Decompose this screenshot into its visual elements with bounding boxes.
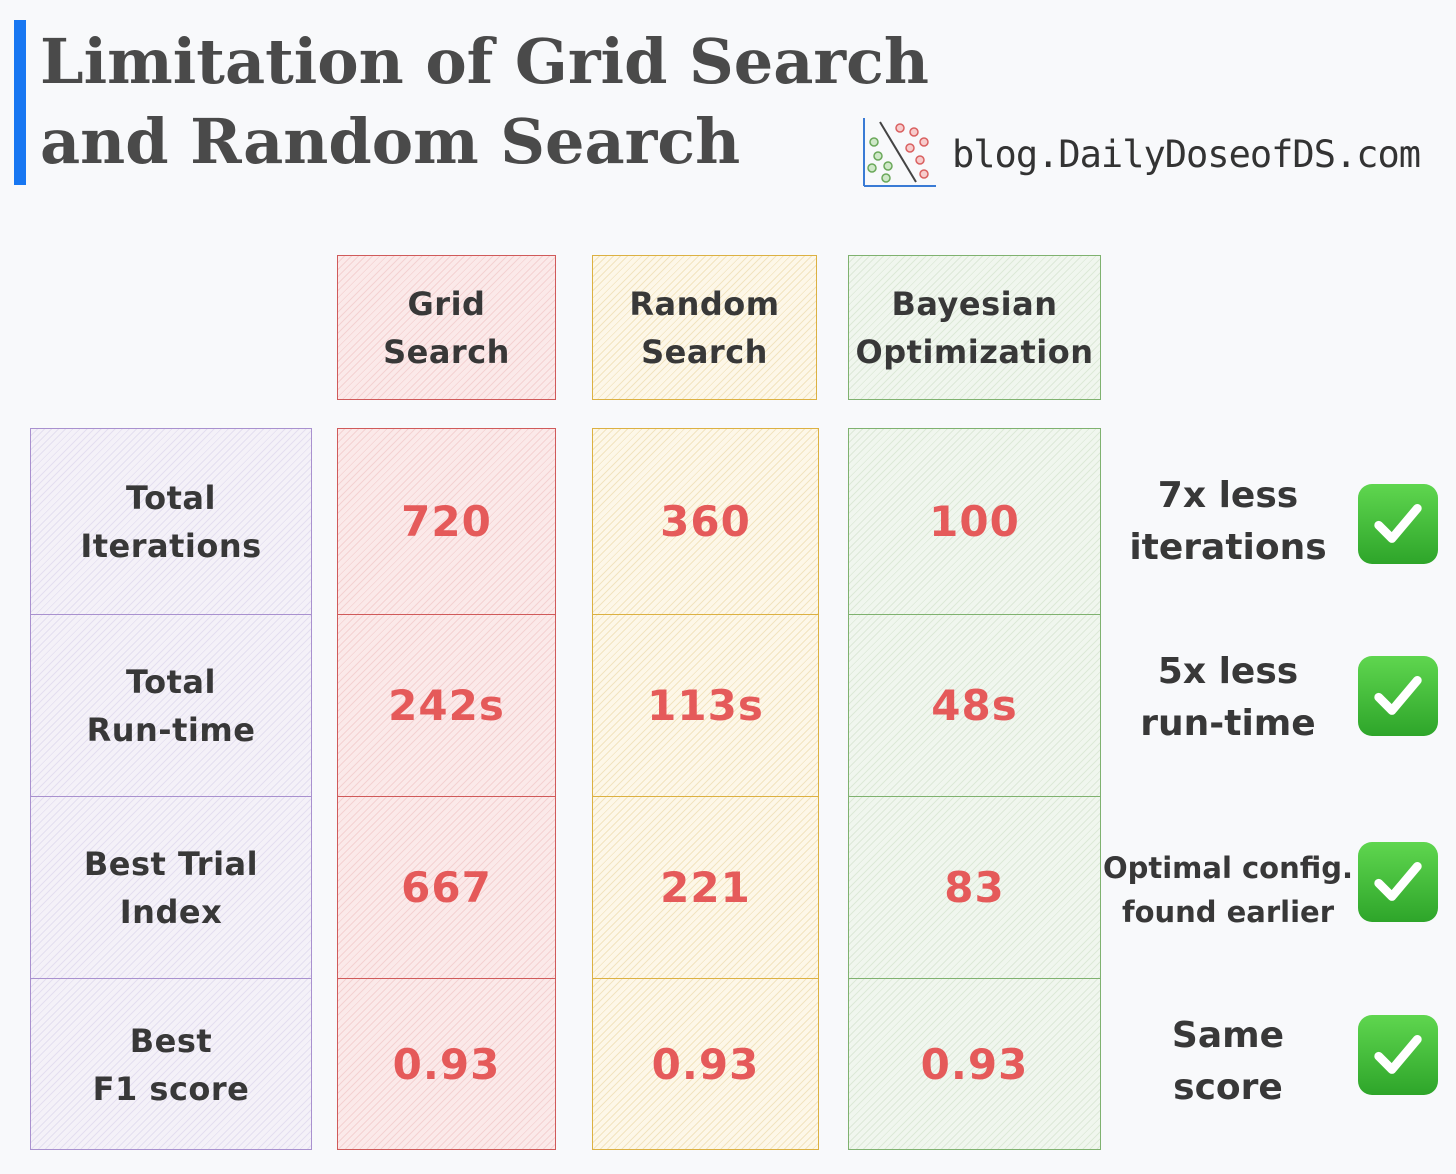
- runtime-note: 5x less run-time: [1140, 651, 1316, 744]
- metric-label-cell: Total Iterations: [31, 429, 311, 614]
- metric-label: Total Iterations: [80, 478, 262, 565]
- grid-search-header: Grid Search: [337, 255, 556, 400]
- value-cell: 720: [338, 429, 555, 614]
- metric-label: Best Trial Index: [83, 844, 259, 931]
- metric-label: Best F1 score: [92, 1021, 250, 1108]
- value-cell: 667: [338, 796, 555, 978]
- bayes-iterations-value: 100: [929, 497, 1020, 546]
- metric-label: Total Run-time: [86, 662, 256, 749]
- value-cell: 221: [593, 796, 818, 978]
- scatter-plot-logo-icon: [863, 118, 936, 187]
- best-trial-note: Optimal config. found earlier: [1102, 851, 1354, 929]
- metric-label-cell: Total Run-time: [31, 614, 311, 796]
- value-cell: 0.93: [593, 978, 818, 1150]
- value-cell: 100: [849, 429, 1100, 614]
- brand-url: blog.DailyDoseofDS.com: [952, 132, 1421, 176]
- random-best-trial-value: 221: [660, 863, 751, 912]
- grid-search-column: 720 242s 667 0.93: [337, 428, 556, 1150]
- bayes-f1-value: 0.93: [920, 1040, 1029, 1089]
- value-cell: 360: [593, 429, 818, 614]
- bayes-best-trial-value: 83: [944, 863, 1005, 912]
- brand: blog.DailyDoseofDS.com: [858, 116, 1421, 192]
- grid-f1-value: 0.93: [392, 1040, 501, 1089]
- page-title: Limitation of Grid Search and Random Sea…: [40, 22, 929, 182]
- check-mark-button-icon: [1358, 656, 1438, 736]
- random-f1-value: 0.93: [651, 1040, 760, 1089]
- value-cell: 242s: [338, 614, 555, 796]
- check-mark-button-icon: [1358, 842, 1438, 922]
- metric-label-column: Total Iterations Total Run-time Best Tri…: [30, 428, 312, 1150]
- random-iterations-value: 360: [660, 497, 751, 546]
- grid-runtime-value: 242s: [388, 681, 505, 730]
- metric-label-cell: Best Trial Index: [31, 796, 311, 978]
- f1-score-note: Same score: [1171, 1015, 1285, 1108]
- title-line-2: and Random Search: [40, 105, 741, 178]
- title-accent-bar: [14, 20, 26, 185]
- bayes-runtime-value: 48s: [931, 681, 1018, 730]
- check-mark-button-icon: [1358, 1015, 1438, 1095]
- value-cell: 0.93: [849, 978, 1100, 1150]
- value-cell: 113s: [593, 614, 818, 796]
- random-runtime-value: 113s: [647, 681, 764, 730]
- iterations-note: 7x less iterations: [1129, 475, 1327, 568]
- value-cell: 0.93: [338, 978, 555, 1150]
- bayesian-optimization-header: Bayesian Optimization: [848, 255, 1101, 400]
- metric-label-cell: Best F1 score: [31, 978, 311, 1150]
- random-search-header: Random Search: [592, 255, 817, 400]
- grid-iterations-value: 720: [401, 497, 492, 546]
- bayesian-optimization-column: 100 48s 83 0.93: [848, 428, 1101, 1150]
- check-mark-button-icon: [1358, 484, 1438, 564]
- random-search-column: 360 113s 221 0.93: [592, 428, 819, 1150]
- value-cell: 83: [849, 796, 1100, 978]
- grid-best-trial-value: 667: [401, 863, 492, 912]
- title-line-1: Limitation of Grid Search: [40, 25, 929, 98]
- value-cell: 48s: [849, 614, 1100, 796]
